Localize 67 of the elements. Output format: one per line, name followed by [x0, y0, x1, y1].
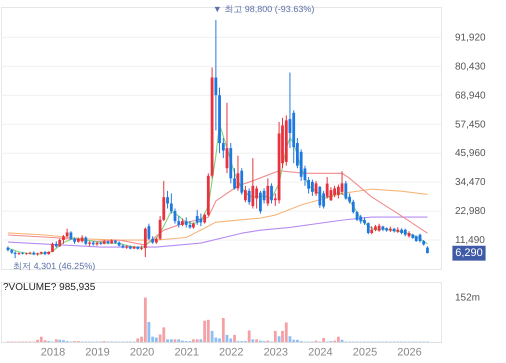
y-tick-label: 22,980 — [455, 206, 486, 218]
candlestick — [318, 185, 322, 208]
x-tick-label: 2026 — [397, 346, 422, 358]
y-tick-label: 34,470 — [455, 177, 486, 188]
chart-title: ?VOLUME? 985,935 — [3, 282, 96, 293]
x-tick-label: 2018 — [40, 346, 66, 358]
bar — [199, 339, 202, 342]
x-tick-label: 2024 — [308, 346, 333, 358]
x-tick-label: 2022 — [219, 346, 244, 358]
x-tick-label: 2021 — [174, 346, 199, 358]
y-tick-label: 91,920 — [455, 32, 486, 44]
bar — [203, 320, 206, 342]
bar — [255, 339, 258, 342]
bar — [40, 336, 43, 342]
candlestick — [199, 213, 202, 227]
candlestick — [147, 223, 150, 241]
candlestick — [158, 216, 162, 241]
candlestick — [366, 222, 370, 235]
candlestick — [340, 170, 344, 196]
bar — [192, 339, 195, 342]
x-tick-label: 2019 — [85, 346, 110, 358]
x-tick-label: 2020 — [130, 346, 154, 358]
candlestick — [177, 216, 180, 228]
line-series — [7, 216, 428, 248]
text: 152m — [455, 292, 480, 304]
bar — [226, 334, 228, 342]
y-tick-label: 11,490 — [455, 235, 486, 246]
x-tick-label: 2025 — [352, 346, 378, 358]
candlestick — [162, 180, 166, 222]
candlestick — [310, 179, 314, 196]
candlestick — [322, 190, 326, 210]
candlestick — [266, 178, 270, 207]
bar — [174, 339, 176, 342]
annotation: 6,290 — [455, 247, 483, 260]
candlestick — [255, 185, 258, 210]
candlestick — [226, 102, 228, 174]
line-series — [7, 188, 428, 241]
bar — [233, 334, 236, 342]
bar — [288, 336, 292, 342]
bar — [166, 339, 169, 342]
candlestick — [144, 226, 147, 258]
annotation: ▼ 최고 98,800 (-93.63%) — [212, 4, 314, 14]
candlestick — [314, 180, 318, 196]
candlestick — [330, 186, 332, 202]
candlestick — [203, 213, 206, 224]
candlestick — [244, 185, 247, 203]
bar — [278, 336, 280, 342]
bar — [210, 330, 214, 342]
bar — [218, 338, 221, 342]
annotation: 최저 4,301 (46.25%) — [13, 261, 96, 272]
candlestick — [184, 216, 188, 228]
bar — [147, 322, 150, 342]
y-tick-label: 45,960 — [455, 148, 486, 160]
candlestick — [259, 190, 262, 214]
y-tick-label: 80,430 — [455, 61, 486, 72]
candlestick — [166, 190, 169, 210]
bar — [336, 336, 340, 342]
y-tick-label: 68,940 — [455, 90, 486, 102]
x-tick-label: 2023 — [264, 346, 288, 358]
y-tick-label: 57,450 — [455, 119, 486, 130]
candlestick — [288, 72, 292, 149]
candlestick — [333, 185, 336, 198]
bar — [154, 338, 158, 342]
candlestick — [196, 209, 199, 226]
candlestick — [270, 182, 273, 204]
bar — [322, 338, 326, 342]
candlestick — [236, 155, 240, 192]
